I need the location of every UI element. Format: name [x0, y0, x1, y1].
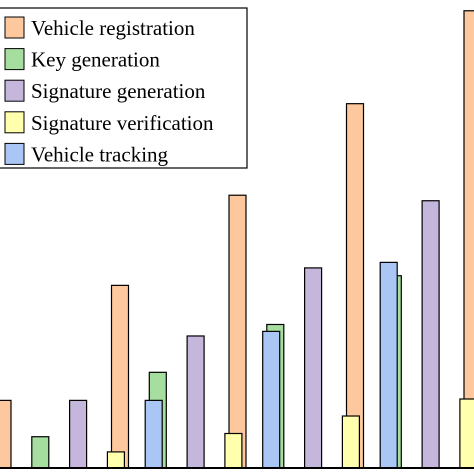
legend-swatch-signature-generation	[4, 79, 25, 102]
bar-signature-generation-4	[421, 200, 440, 469]
bar-vehicle-registration-1	[0, 399, 12, 469]
legend-swatch-vehicle-tracking	[4, 142, 25, 165]
bar-vehicle-tracking-2	[262, 330, 281, 469]
bar-vehicle-tracking-3	[379, 261, 398, 469]
bar-signature-verification-3	[341, 415, 360, 469]
legend: Vehicle registration Key generation Signat…	[0, 7, 248, 169]
legend-label-key-generation: Key generation	[31, 48, 160, 72]
legend-label-vehicle-registration: Vehicle registration	[31, 16, 195, 40]
bar-signature-generation-1	[68, 399, 88, 469]
legend-label-signature-generation: Signature generation	[31, 79, 206, 103]
bar-vehicle-tracking-1	[144, 399, 163, 469]
bar-vehicle-registration-3	[228, 194, 247, 469]
bar-signature-verification-1	[106, 451, 126, 469]
bar-signature-generation-2	[186, 335, 205, 469]
legend-label-signature-verification: Signature verification	[31, 111, 214, 135]
legend-swatch-signature-verification	[4, 111, 25, 134]
bar-signature-verification-4	[459, 398, 474, 469]
bar-vehicle-registration-4	[345, 103, 365, 469]
bars-group	[0, 10, 474, 469]
legend-swatch-key-generation	[4, 48, 25, 71]
legend-label-vehicle-tracking: Vehicle tracking	[31, 142, 169, 166]
bar-vehicle-registration-2	[110, 284, 130, 469]
bar-signature-verification-2	[224, 432, 243, 469]
bar-signature-generation-3	[304, 267, 323, 469]
bar-key-generation-1	[31, 436, 50, 469]
legend-box	[0, 7, 248, 169]
legend-swatch-vehicle-registration	[4, 16, 25, 39]
